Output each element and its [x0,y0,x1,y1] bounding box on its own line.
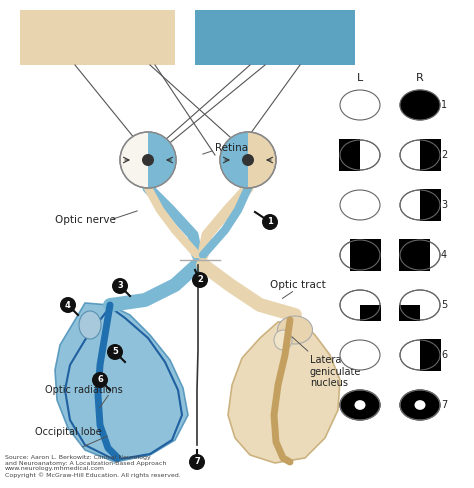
Ellipse shape [414,400,426,410]
Circle shape [142,154,154,166]
Ellipse shape [340,390,380,420]
Bar [420,139,441,171]
Wedge shape [220,132,248,188]
Ellipse shape [400,290,440,320]
Bar [399,239,430,271]
Circle shape [60,297,76,313]
Text: Optic tract: Optic tract [270,280,326,290]
Circle shape [107,344,123,360]
Text: Optic nerve: Optic nerve [55,215,116,225]
Text: 5: 5 [112,347,118,357]
Text: R: R [416,73,424,83]
Ellipse shape [340,390,380,420]
Text: L: L [357,73,363,83]
Text: 1: 1 [441,100,447,110]
Ellipse shape [340,140,380,170]
Text: 3: 3 [441,200,447,210]
Ellipse shape [340,340,380,370]
Text: 5: 5 [441,300,447,310]
Ellipse shape [340,240,380,270]
Circle shape [242,154,254,166]
Circle shape [189,454,205,470]
Bar [399,305,420,321]
Ellipse shape [400,90,440,120]
Text: 2: 2 [197,276,203,285]
Ellipse shape [400,340,440,370]
Text: Occipital lobe: Occipital lobe [35,427,102,437]
Polygon shape [228,320,340,463]
Text: Lateral
geniculate
nucleus: Lateral geniculate nucleus [310,355,361,388]
Text: 2: 2 [441,150,447,160]
Text: 6: 6 [441,350,447,360]
Ellipse shape [277,316,312,344]
Ellipse shape [340,190,380,220]
Bar [420,339,441,371]
Text: Retina: Retina [215,143,248,153]
Ellipse shape [355,400,365,410]
Circle shape [92,372,108,388]
Text: 6: 6 [97,375,103,385]
Circle shape [112,278,128,294]
Polygon shape [55,303,188,462]
Text: Optic radiations: Optic radiations [45,385,123,395]
Bar [20,10,175,65]
Ellipse shape [400,140,440,170]
Ellipse shape [400,240,440,270]
Ellipse shape [400,390,440,420]
Text: 7: 7 [441,400,447,410]
Bar [420,189,441,221]
Ellipse shape [400,390,440,420]
Circle shape [120,132,176,188]
Circle shape [192,272,208,288]
Text: 7: 7 [194,458,200,467]
Text: 1: 1 [267,218,273,226]
Ellipse shape [400,90,440,120]
Text: 4: 4 [65,301,71,309]
Text: 3: 3 [117,282,123,290]
Text: Source: Aaron L. Berkowitz: Clinical Neurology
and Neuroanatomy: A Localization-: Source: Aaron L. Berkowitz: Clinical Neu… [5,455,181,478]
Bar [339,139,360,171]
Ellipse shape [400,190,440,220]
Ellipse shape [340,90,380,120]
Wedge shape [148,132,176,188]
Bar [360,305,381,321]
Ellipse shape [340,290,380,320]
Bar [350,239,381,271]
Ellipse shape [79,311,101,339]
Ellipse shape [274,330,292,350]
Circle shape [220,132,276,188]
Circle shape [262,214,278,230]
Bar [195,10,355,65]
Text: 4: 4 [441,250,447,260]
